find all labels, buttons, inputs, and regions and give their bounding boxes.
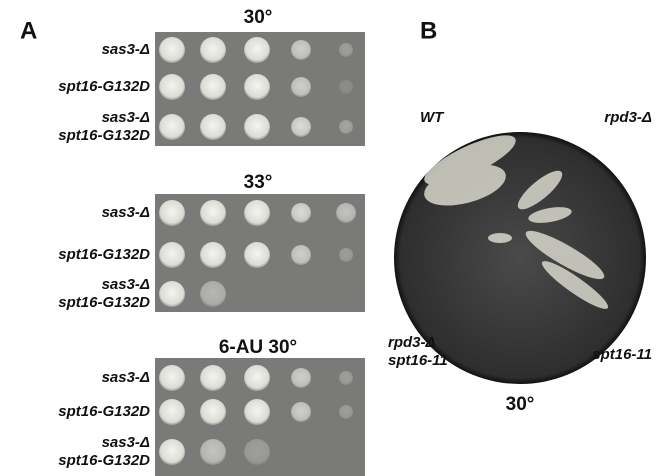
strain-label: sas3-Δ [102, 41, 150, 58]
colony-spot [244, 365, 270, 391]
colony-spot [159, 365, 185, 391]
colony-spot [291, 245, 311, 265]
colony-spot [291, 368, 311, 388]
strain-label: spt16-11 [388, 352, 448, 369]
strain-label: spt16-G132D [58, 452, 150, 469]
colony-spot [244, 114, 270, 140]
colony-spot [200, 114, 226, 140]
strain-label: rpd3-Δ [388, 334, 436, 351]
strain-label: sas3-Δ [102, 109, 150, 126]
colony-spot [244, 242, 270, 268]
colony-spot [339, 371, 353, 385]
colony-spot [200, 74, 226, 100]
colony-spot [159, 281, 185, 307]
strain-label: spt16-G132D [58, 78, 150, 95]
colony-spot [200, 242, 226, 268]
colony-spot [244, 439, 270, 465]
colony-spot [291, 77, 311, 97]
strain-label: spt16-11 [592, 346, 652, 363]
colony-spot [159, 242, 185, 268]
colony-spot [244, 200, 270, 226]
colony-spot [339, 248, 353, 262]
colony-spot [339, 43, 353, 57]
figure: A 30°sas3-Δspt16-G132Dsas3-Δspt16-G132D3… [0, 0, 668, 476]
colony-spot [159, 74, 185, 100]
colony-spot [244, 37, 270, 63]
strain-label: spt16-G132D [58, 403, 150, 420]
colony-spot [159, 114, 185, 140]
plate-title: 6-AU 30° [219, 337, 297, 358]
colony-spot [244, 74, 270, 100]
colony-spot [159, 37, 185, 63]
colony-spot [339, 405, 353, 419]
colony-spot [159, 399, 185, 425]
colony-spot [200, 200, 226, 226]
strain-label: spt16-G132D [58, 246, 150, 263]
plate-title: 30° [244, 7, 273, 28]
colony-spot [159, 200, 185, 226]
panel-b: WT rpd3-Δ rpd3-Δ spt16-11 spt16-11 30° [388, 109, 652, 415]
colony-spot [291, 402, 311, 422]
colony-spot [336, 203, 356, 223]
colony-spot [291, 203, 311, 223]
strain-label: rpd3-Δ [604, 109, 652, 126]
colony-spot [200, 281, 226, 307]
strain-label: sas3-Δ [102, 434, 150, 451]
colony-spot [244, 399, 270, 425]
colony-spot [159, 439, 185, 465]
temperature-label: 30° [506, 394, 535, 415]
colony-spot [200, 37, 226, 63]
colony-spot [291, 117, 311, 137]
strain-label: spt16-G132D [58, 294, 150, 311]
colony-spot [339, 120, 353, 134]
plate-title: 33° [244, 172, 273, 193]
colony-spot [200, 399, 226, 425]
panel-label: A [20, 17, 37, 44]
strain-label: WT [420, 109, 445, 126]
strain-label: sas3-Δ [102, 369, 150, 386]
colony-spot [339, 80, 353, 94]
strain-label: sas3-Δ [102, 276, 150, 293]
panel-a: 30°sas3-Δspt16-G132Dsas3-Δspt16-G132D33°… [58, 7, 365, 476]
panel-label: B [420, 17, 437, 44]
colony-spot [291, 40, 311, 60]
strain-label: spt16-G132D [58, 127, 150, 144]
colony-spot [200, 365, 226, 391]
strain-label: sas3-Δ [102, 204, 150, 221]
colony-spot [200, 439, 226, 465]
